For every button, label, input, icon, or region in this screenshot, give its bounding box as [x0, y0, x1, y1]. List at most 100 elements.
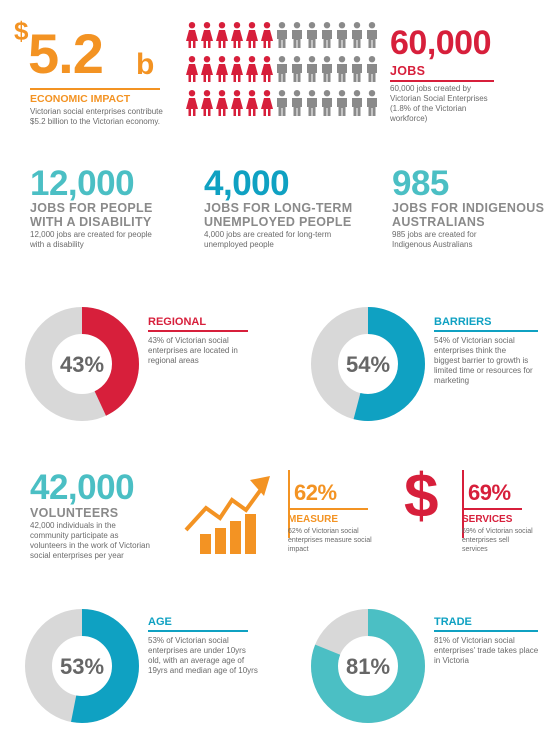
- age-donut-label: 53%: [60, 654, 104, 679]
- person-icon: [337, 56, 347, 82]
- economic-rule: [30, 88, 160, 90]
- disability-block: 12,000 JOBS FOR PEOPLE WITH A DISABILITY…: [30, 166, 190, 256]
- economic-heading: ECONOMIC IMPACT: [30, 93, 131, 105]
- person-icon: [261, 22, 273, 48]
- unemployed-heading-2: UNEMPLOYED PEOPLE: [204, 215, 352, 229]
- regional-desc: 43% of Victorian social enterprises are …: [148, 336, 238, 365]
- barriers-donut-arc: [311, 307, 425, 421]
- jobs-desc: 60,000 jobs created by Victorian Social …: [390, 84, 488, 123]
- age-donut: 53%: [25, 609, 139, 723]
- volunteers-desc: 42,000 individuals in the community part…: [30, 521, 150, 560]
- volunteers-value: 42,000: [30, 468, 135, 507]
- unemployed-block: 4,000 JOBS FOR LONG-TERM UNEMPLOYED PEOP…: [204, 166, 364, 256]
- barriers-desc: 54% of Victorian social enterprises thin…: [434, 336, 533, 385]
- unemployed-value: 4,000: [204, 164, 290, 203]
- jobs-heading: JOBS: [390, 64, 426, 78]
- services-heading: SERVICES: [462, 514, 513, 525]
- trade-donut: 81%: [311, 609, 425, 723]
- person-icon: [186, 56, 198, 82]
- barriers-donut-label: 54%: [346, 352, 390, 377]
- barriers-rule: [434, 330, 538, 332]
- economic-value: 5.2: [28, 22, 104, 85]
- disability-heading-2: WITH A DISABILITY: [30, 215, 152, 229]
- person-icon: [337, 22, 347, 48]
- measure-heading: MEASURE: [288, 514, 339, 525]
- indigenous-heading-2: AUSTRALIANS: [392, 215, 485, 229]
- people-grid: [186, 22, 377, 116]
- person-icon: [292, 90, 302, 116]
- growth-chart-icon: [184, 476, 270, 554]
- dollar-icon: $: [404, 462, 438, 531]
- age-desc: 53% of Victorian social enterprises are …: [148, 636, 258, 675]
- person-icon: [352, 22, 362, 48]
- person-icon: [216, 22, 228, 48]
- person-icon: [277, 22, 287, 48]
- services-bracket: [462, 470, 464, 538]
- person-icon: [216, 90, 228, 116]
- person-icon: [367, 90, 377, 116]
- measure-value: 62%: [294, 480, 337, 505]
- person-icon: [201, 90, 213, 116]
- person-icon: [201, 22, 213, 48]
- person-icon: [352, 56, 362, 82]
- person-icon: [292, 56, 302, 82]
- unemployed-heading-1: JOBS FOR LONG-TERM: [204, 201, 353, 215]
- person-icon: [277, 56, 287, 82]
- person-icon: [246, 56, 258, 82]
- person-icon: [186, 22, 198, 48]
- person-icon: [322, 56, 332, 82]
- age-donut-arc: [25, 609, 139, 723]
- services-desc: 69% of Victorian social enterprises sell…: [462, 528, 533, 553]
- barriers-donut: 54%: [311, 307, 425, 421]
- trade-donut-arc: [311, 609, 425, 723]
- indigenous-desc: 985 jobs are created for Indigenous Aust…: [392, 230, 477, 249]
- measure-rule: [288, 508, 368, 510]
- trade-donut-label: 81%: [346, 654, 390, 679]
- regional-donut: 43%: [25, 307, 139, 421]
- person-icon: [246, 90, 258, 116]
- trade-desc: 81% of Victorian social enterprises' tra…: [434, 636, 539, 665]
- person-icon: [261, 56, 273, 82]
- indigenous-block: 985 JOBS FOR INDIGENOUS AUSTRALIANS 985 …: [392, 166, 552, 256]
- measure-bracket: [288, 470, 290, 538]
- disability-value: 12,000: [30, 164, 135, 203]
- regional-donut-arc: [25, 307, 139, 421]
- person-icon: [277, 90, 287, 116]
- person-icon: [201, 56, 213, 82]
- jobs-value: 60,000: [390, 24, 492, 62]
- age-heading: AGE: [148, 616, 172, 628]
- trade-heading: TRADE: [434, 616, 472, 628]
- person-icon: [307, 90, 317, 116]
- person-icon: [352, 90, 362, 116]
- person-icon: [186, 90, 198, 116]
- person-icon: [216, 56, 228, 82]
- services-rule: [462, 508, 522, 510]
- dollar-sign: $: [14, 16, 28, 46]
- economic-unit: b: [136, 48, 154, 81]
- person-icon: [307, 56, 317, 82]
- economic-impact-block: $ 5.2 b ECONOMIC IMPACT Victorian social…: [14, 14, 174, 134]
- person-icon: [261, 90, 273, 116]
- disability-desc: 12,000 jobs are created for people with …: [30, 230, 152, 249]
- indigenous-heading-1: JOBS FOR INDIGENOUS: [392, 201, 545, 215]
- services-value: 69%: [468, 480, 511, 505]
- jobs-rule: [390, 80, 494, 82]
- volunteers-block: 42,000 VOLUNTEERS 42,000 individuals in …: [30, 470, 190, 580]
- trade-rule: [434, 630, 538, 632]
- person-icon: [231, 22, 243, 48]
- age-rule: [148, 630, 248, 632]
- indigenous-value: 985: [392, 164, 449, 203]
- volunteers-heading: VOLUNTEERS: [30, 506, 119, 520]
- person-icon: [231, 90, 243, 116]
- person-icon: [322, 90, 332, 116]
- person-icon: [337, 90, 347, 116]
- person-icon: [246, 22, 258, 48]
- person-icon: [367, 56, 377, 82]
- jobs-block: 60,000 JOBS 60,000 jobs created by Victo…: [390, 22, 550, 132]
- person-icon: [367, 22, 377, 48]
- unemployed-desc: 4,000 jobs are created for long-term une…: [204, 230, 332, 249]
- measure-desc: 62% of Victorian social enterprises meas…: [288, 528, 372, 553]
- regional-rule: [148, 330, 248, 332]
- barriers-heading: BARRIERS: [434, 316, 492, 328]
- person-icon: [231, 56, 243, 82]
